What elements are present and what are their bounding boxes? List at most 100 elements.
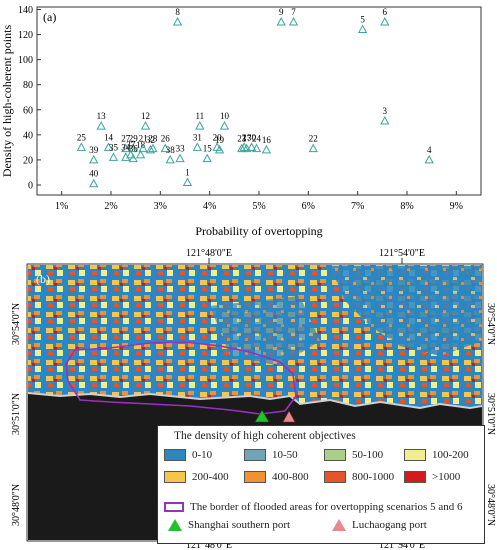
legend-item: 400-800: [244, 470, 309, 483]
lat-label-left-2: 30°51'0"N: [11, 393, 22, 435]
legend-swatch: [404, 448, 426, 461]
point-label: 28: [148, 134, 158, 144]
point-label: 8: [175, 7, 180, 17]
x-ticks: 1% 2% 3% 4% 5% 6% 7% 8% 9%: [55, 191, 463, 212]
y-tick-label: 40: [23, 130, 33, 141]
legend-swatch: [164, 448, 186, 461]
legend-luchaogang-port: Luchaogang port: [328, 518, 427, 531]
point-label: 27: [121, 134, 131, 144]
data-point: [380, 116, 390, 125]
legend-label: 100-200: [432, 448, 469, 461]
lon-label-top-2: 121°54'0"E: [379, 248, 425, 259]
x-tick-label: 8%: [400, 201, 413, 212]
legend-label: 800-1000: [352, 470, 395, 483]
data-point: [214, 144, 225, 154]
point-label: 12: [141, 111, 150, 121]
point-label: 21: [139, 134, 148, 144]
y-tick-label: 80: [23, 80, 33, 91]
scatter-chart: (a) 1% 2% 3% 4% 5% 6% 7% 8% 9% 02040608010012014…: [0, 5, 482, 238]
legend-label: 10-50: [272, 448, 298, 461]
y-tick-label: 140: [18, 5, 33, 16]
data-point: [126, 149, 136, 159]
point-label: 26: [161, 134, 171, 144]
point-label: 39: [89, 145, 99, 155]
lat-label-right-2: 30°51'0"N: [485, 393, 496, 435]
data-point: [237, 143, 247, 153]
data-point: [308, 143, 318, 153]
data-point: [288, 16, 299, 26]
lat-label-right-3: 30°48'0"N: [485, 484, 496, 526]
x-axis-label: Probability of overtopping: [195, 224, 322, 238]
point-label: 34: [121, 142, 131, 152]
y-axis-label: Density of high-coherent points: [0, 25, 14, 178]
sparse-zone: [330, 266, 482, 356]
point-label: 22: [309, 134, 318, 144]
data-point: [89, 154, 99, 164]
y-tick-label: 100: [18, 55, 33, 66]
data-point: [212, 142, 222, 151]
legend-label: 200-400: [192, 470, 229, 483]
lat-label-left-3: 30°48'0"N: [11, 484, 22, 526]
data-point: [380, 16, 390, 26]
luchaogang-port-marker: [282, 410, 296, 423]
panel-b-label: (b): [36, 272, 50, 286]
lat-label-right-1: 30°54'0"N: [485, 303, 496, 345]
legend-item: 200-400: [164, 470, 229, 483]
flood-border-swatch: [164, 501, 184, 512]
legend-item: 0-10: [164, 448, 212, 461]
data-point: [76, 142, 87, 151]
data-point: [172, 16, 183, 26]
legend-label: >1000: [432, 470, 461, 483]
legend-swatch: [244, 470, 266, 483]
data-point: [135, 149, 146, 159]
x-tick-label: 3%: [154, 201, 167, 212]
point-label: 38: [166, 145, 176, 155]
data-point: [239, 142, 249, 151]
data-point: [202, 153, 212, 163]
point-label: 9: [279, 7, 284, 17]
point-label: 14: [104, 132, 114, 142]
point-label: 33: [176, 144, 186, 154]
shanghai-port-label: Shanghai southern port: [188, 518, 291, 531]
point-label: 25: [77, 132, 87, 142]
data-point: [121, 143, 131, 153]
panel-a-label: (a): [43, 10, 56, 24]
legend-swatch: [324, 448, 346, 461]
legend-swatch: [244, 448, 266, 461]
y-ticks: 0 20 40 60 80 100 120 140: [18, 5, 41, 191]
point-label: 10: [220, 111, 230, 121]
point-label: 37: [126, 140, 136, 150]
point-label: 23: [237, 134, 247, 144]
data-point: [138, 143, 148, 153]
lat-label-left-1: 30°54'0"N: [11, 303, 22, 345]
data-point: [195, 121, 205, 130]
data-point: [89, 178, 99, 188]
data-point: [192, 142, 202, 151]
point-label: 13: [97, 111, 107, 121]
point-label: 6: [383, 7, 388, 17]
lon-label-bottom-1: 121°48'0"E: [186, 540, 232, 550]
point-label: 29: [129, 134, 139, 144]
lon-label-bottom-2: 121°54'0"E: [379, 540, 425, 550]
point-label: 32: [146, 135, 155, 145]
legend-swatch: [324, 470, 346, 483]
point-label: 35: [109, 142, 119, 152]
lon-label-top-1: 121°48'0"E: [186, 248, 232, 259]
data-point: [128, 143, 138, 153]
x-tick-label: 4%: [203, 201, 216, 212]
data-point: [261, 144, 272, 154]
data-point: [175, 153, 185, 163]
legend-label: 50-100: [352, 448, 384, 461]
data-point: [103, 142, 114, 151]
y-tick-label: 120: [18, 30, 33, 41]
data-point: [160, 143, 170, 153]
luchaogang-port-label: Luchaogang port: [352, 518, 427, 531]
point-label: 31: [193, 132, 202, 142]
legend-shanghai-port: Shanghai southern port: [164, 518, 290, 531]
point-label: 30: [247, 132, 257, 142]
x-tick-label: 7%: [351, 201, 364, 212]
legend-swatch: [404, 470, 426, 483]
legend-label: 0-10: [192, 448, 213, 461]
x-tick-label: 2%: [104, 201, 117, 212]
shanghai-southern-port-marker: [254, 409, 270, 423]
